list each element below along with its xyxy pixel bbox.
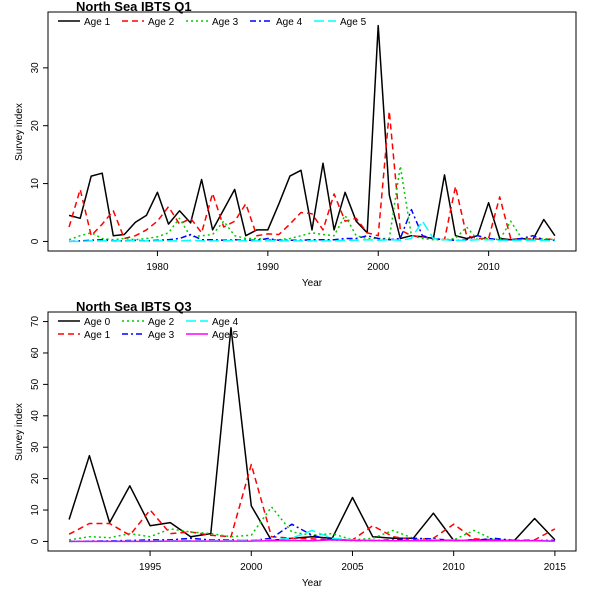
y-tick-label: 70: [30, 316, 41, 328]
x-tick-label: 2000: [240, 562, 263, 573]
y-tick-label: 30: [30, 441, 41, 453]
chart-title: North Sea IBTS Q3: [76, 299, 192, 314]
y-axis-label: Survey index: [14, 103, 25, 161]
x-tick-label: 1980: [146, 262, 169, 273]
y-tick-label: 0: [30, 538, 41, 544]
series-line: [68, 110, 555, 241]
x-tick-label: 2010: [443, 562, 466, 573]
x-tick-label: 1995: [139, 562, 162, 573]
y-axis-label: Survey index: [14, 403, 25, 461]
chart-panel-q1: North Sea IBTS Q1 Year Survey index 1980…: [14, 0, 577, 289]
y-tick-label: 30: [30, 62, 41, 74]
y-tick-label: 20: [30, 473, 41, 485]
x-tick-label: 1990: [257, 262, 280, 273]
legend-label: Age 0: [84, 317, 111, 328]
legend-label: Age 2: [148, 17, 175, 28]
legend-label: Age 2: [148, 317, 175, 328]
y-tick-label: 10: [30, 178, 41, 190]
y-tick-label: 40: [30, 410, 41, 422]
legend-label: Age 5: [212, 330, 239, 341]
legend-label: Age 4: [212, 317, 239, 328]
y-tick-label: 20: [30, 120, 41, 132]
legend-label: Age 3: [212, 17, 239, 28]
chart-panel-q3: North Sea IBTS Q3 Year Survey index 1995…: [14, 299, 577, 589]
x-tick-label: 2005: [341, 562, 364, 573]
y-tick-label: 60: [30, 347, 41, 359]
x-tick-label: 2000: [367, 262, 390, 273]
legend-label: Age 5: [340, 17, 367, 28]
legend-label: Age 1: [84, 17, 111, 28]
series-line: [68, 165, 555, 241]
series-line: [69, 220, 555, 243]
x-axis-label: Year: [302, 578, 323, 589]
plot-frame: [47, 11, 577, 252]
legend-label: Age 4: [276, 17, 303, 28]
x-tick-label: 2010: [478, 262, 501, 273]
y-tick-label: 50: [30, 378, 41, 390]
y-tick-label: 0: [30, 238, 41, 244]
series-line: [69, 539, 555, 543]
x-tick-label: 2015: [544, 562, 567, 573]
series-line: [68, 24, 556, 241]
plot-frame: [47, 311, 577, 552]
chart-title: North Sea IBTS Q1: [76, 0, 192, 14]
legend-label: Age 1: [84, 330, 111, 341]
x-axis-label: Year: [302, 278, 323, 289]
legend-label: Age 3: [148, 330, 175, 341]
series-line: [68, 463, 556, 542]
y-tick-label: 10: [30, 504, 41, 516]
series-line: [68, 506, 555, 542]
